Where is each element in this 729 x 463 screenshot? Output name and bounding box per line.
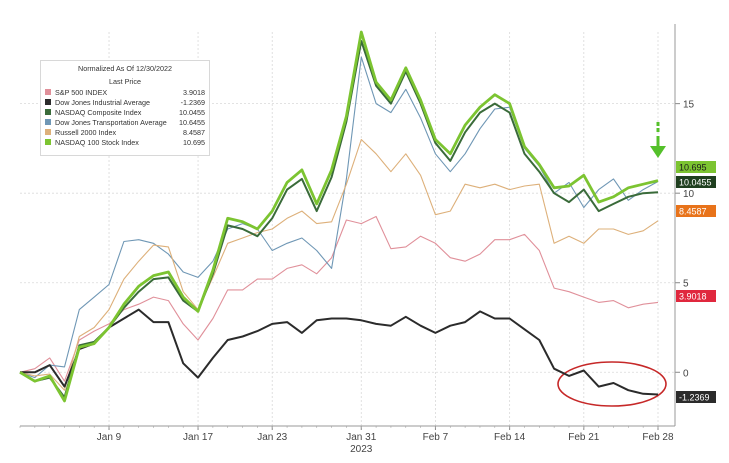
last-value-label-0: 3.9018: [679, 292, 707, 302]
y-tick-label: 0: [683, 368, 689, 379]
x-year-label: 2023: [350, 444, 373, 455]
legend-series-value: -1.2369: [180, 97, 205, 107]
legend-swatch: [45, 109, 51, 115]
legend-series-value: 3.9018: [183, 87, 205, 97]
x-tick-label: Jan 17: [183, 432, 213, 443]
series-line-2: [19, 40, 659, 399]
legend-swatch: [45, 119, 51, 125]
axes: 0 5 10 15 Jan 9 Jan 17 Jan 23 Jan 31 Feb 7 Feb 14…: [19, 24, 695, 455]
x-tick-label: Jan 9: [97, 432, 122, 443]
legend-subtitle: Last Price: [109, 77, 141, 86]
last-value-box-1: [676, 391, 716, 403]
legend-item: Dow Jones Industrial Average -1.2369: [41, 97, 209, 107]
legend-item: NASDAQ Composite Index 10.0455: [41, 107, 209, 117]
last-value-labels: 3.9018 -1.2369 10.0455 8.4587 10.695: [650, 122, 716, 403]
legend-series-name: NASDAQ 100 Stock Index: [55, 137, 139, 147]
y-tick-label: 15: [683, 100, 695, 111]
last-value-box-5: [676, 161, 716, 173]
legend-rows: S&P 500 INDEX 3.9018 Dow Jones Industrial …: [41, 87, 209, 147]
series-line-1: [20, 308, 659, 396]
x-tick-label: Feb 28: [642, 432, 674, 443]
last-value-label-2: 10.0455: [679, 178, 712, 188]
legend-title: Normalized As Of 12/30/2022: [78, 64, 172, 73]
series-lines: [19, 30, 659, 403]
x-tick-label: Feb 14: [494, 432, 526, 443]
last-value-label-5: 10.695: [679, 163, 707, 173]
legend-series-value: 10.6455: [179, 117, 205, 127]
legend: Normalized As Of 12/30/2022 Last Price S…: [40, 60, 210, 156]
legend-series-name: S&P 500 INDEX: [55, 87, 108, 97]
x-tick-label: Jan 23: [257, 432, 287, 443]
legend-series-name: NASDAQ Composite Index: [55, 107, 142, 117]
last-value-box-2: [676, 176, 716, 188]
y-tick-label: 10: [683, 189, 695, 200]
legend-swatch: [45, 89, 51, 95]
legend-swatch: [45, 129, 51, 135]
last-value-label-4: 8.4587: [679, 207, 707, 217]
annotation-layer: [557, 361, 667, 407]
legend-series-name: Dow Jones Industrial Average: [55, 97, 150, 107]
last-value-box-0: [676, 290, 716, 302]
legend-series-name: Dow Jones Transportation Average: [55, 117, 167, 127]
legend-item: Russell 2000 Index 8.4587: [41, 127, 209, 137]
x-tick-label: Feb 7: [423, 432, 449, 443]
legend-swatch: [45, 139, 51, 145]
annotation-ellipse: [557, 361, 667, 407]
legend-swatch: [45, 99, 51, 105]
legend-item: NASDAQ 100 Stock Index 10.695: [41, 137, 209, 147]
last-value-label-1: -1.2369: [679, 393, 710, 403]
annotation-arrow-head: [650, 146, 666, 158]
legend-item: Dow Jones Transportation Average 10.6455: [41, 117, 209, 127]
y-tick-label: 5: [683, 279, 689, 290]
legend-series-value: 8.4587: [183, 127, 205, 137]
series-line-4: [19, 138, 659, 391]
series-line-0: [19, 215, 659, 382]
legend-series-value: 10.695: [183, 137, 205, 147]
legend-series-name: Russell 2000 Index: [55, 127, 117, 137]
x-tick-label: Feb 21: [568, 432, 600, 443]
x-tick-label: Jan 31: [346, 432, 376, 443]
legend-series-value: 10.0455: [179, 107, 205, 117]
last-value-box-4: [676, 205, 716, 217]
legend-item: S&P 500 INDEX 3.9018: [41, 87, 209, 97]
series-line-5: [19, 30, 659, 403]
